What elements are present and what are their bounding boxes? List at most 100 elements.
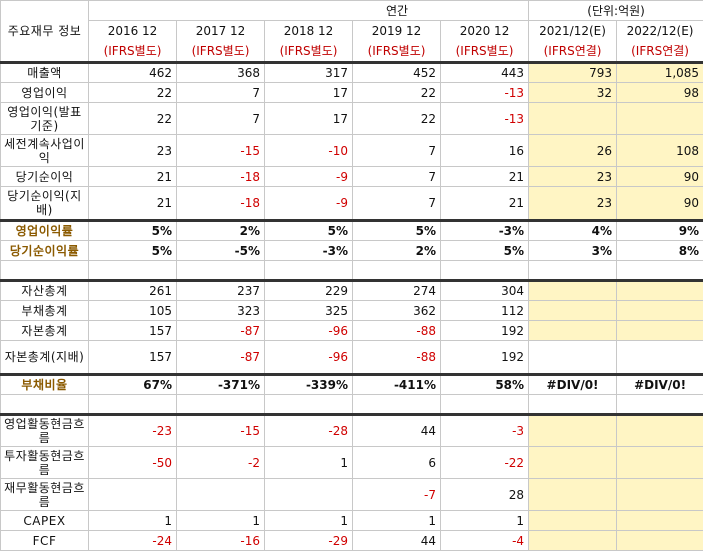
value-cell bbox=[528, 320, 618, 341]
value-cell: -23 bbox=[88, 414, 177, 447]
value-cell: 22 bbox=[88, 82, 177, 103]
row-label: 자본총계 bbox=[0, 320, 89, 341]
row-label: CAPEX bbox=[0, 510, 89, 531]
table-row: 영업활동현금흐름 -23 -15 -28 44 -3 bbox=[0, 414, 703, 447]
value-cell bbox=[528, 414, 618, 447]
value-cell: 17 bbox=[264, 82, 353, 103]
value-cell: 22 bbox=[352, 82, 441, 103]
value-cell: -9 bbox=[264, 166, 353, 187]
table-row: 자본총계(지배) 157 -87 -96 -88 192 bbox=[0, 340, 703, 376]
row-label: 영업활동현금흐름 bbox=[0, 414, 89, 447]
value-cell: 6 bbox=[352, 446, 441, 479]
value-cell: 7 bbox=[176, 82, 265, 103]
spacer-cell bbox=[439, 394, 530, 416]
table-row: 당기순이익률 5% -5% -3% 2% 5% 3% 8% bbox=[0, 240, 703, 261]
row-label: 자산총계 bbox=[0, 280, 89, 301]
value-cell: 368 bbox=[176, 62, 265, 83]
value-cell bbox=[528, 102, 618, 135]
table-row: 영업이익(발표기준) 22 7 17 22 -13 bbox=[0, 102, 703, 135]
spacer-cell bbox=[88, 260, 177, 282]
column-basis: (IFRS별도) bbox=[88, 41, 177, 64]
value-cell: 192 bbox=[439, 340, 530, 376]
value-cell: 16 bbox=[439, 134, 530, 167]
value-cell: 9% bbox=[616, 220, 703, 241]
value-cell: -7 bbox=[352, 478, 441, 511]
value-cell: -18 bbox=[176, 186, 265, 222]
spacer-cell bbox=[616, 394, 703, 416]
value-cell bbox=[264, 478, 353, 511]
table-row: 자본총계 157 -87 -96 -88 192 bbox=[0, 320, 703, 341]
value-cell: 793 bbox=[528, 62, 618, 83]
row-label: 자본총계(지배) bbox=[0, 340, 89, 376]
row-label: 영업이익 bbox=[0, 82, 89, 103]
value-cell bbox=[88, 478, 177, 511]
value-cell: 323 bbox=[176, 300, 265, 321]
table-row: 영업이익 22 7 17 22 -13 32 98 bbox=[0, 82, 703, 103]
column-year: 2017 12 bbox=[176, 20, 265, 41]
spacer-cell bbox=[264, 260, 353, 282]
value-cell: -13 bbox=[439, 102, 530, 135]
table-row: 투자활동현금흐름 -50 -2 1 6 -22 bbox=[0, 446, 703, 479]
value-cell: 1 bbox=[176, 510, 265, 531]
value-cell: 22 bbox=[352, 102, 441, 135]
value-cell: -13 bbox=[439, 82, 530, 103]
row-label: 세전계속사업이익 bbox=[0, 134, 89, 167]
value-cell: -15 bbox=[176, 414, 265, 447]
row-label: 당기순이익률 bbox=[0, 240, 89, 261]
value-cell bbox=[616, 478, 703, 511]
table-row: 매출액 462 368 317 452 443 793 1,085 bbox=[0, 62, 703, 83]
value-cell: -28 bbox=[264, 414, 353, 447]
spacer-row bbox=[0, 260, 703, 282]
table-row: 영업이익률 5% 2% 5% 5% -3% 4% 9% bbox=[0, 220, 703, 241]
value-cell: 274 bbox=[352, 280, 441, 301]
row-label: 영업이익(발표기준) bbox=[0, 102, 89, 135]
table-row: 자산총계 261 237 229 274 304 bbox=[0, 280, 703, 301]
value-cell: -29 bbox=[264, 530, 353, 551]
value-cell: 67% bbox=[88, 374, 177, 395]
row-label: 부채총계 bbox=[0, 300, 89, 321]
value-cell: -22 bbox=[439, 446, 530, 479]
value-cell: 192 bbox=[439, 320, 530, 341]
value-cell: #DIV/0! bbox=[528, 374, 618, 395]
value-cell: -15 bbox=[176, 134, 265, 167]
value-cell: -24 bbox=[88, 530, 177, 551]
column-basis: (IFRS연결) bbox=[528, 41, 618, 64]
value-cell bbox=[616, 300, 703, 321]
row-label: FCF bbox=[0, 530, 89, 551]
spacer-cell bbox=[352, 394, 441, 416]
value-cell: -16 bbox=[176, 530, 265, 551]
value-cell: 462 bbox=[88, 62, 177, 83]
value-cell: 21 bbox=[439, 166, 530, 187]
spacer-cell bbox=[0, 260, 89, 282]
table-row: 부채비율 67% -371% -339% -411% 58% #DIV/0! #DIV/0! bbox=[0, 374, 703, 395]
spacer-cell bbox=[352, 260, 441, 282]
value-cell: 21 bbox=[88, 186, 177, 222]
value-cell: 7 bbox=[352, 134, 441, 167]
value-cell: 23 bbox=[528, 166, 618, 187]
value-cell: 21 bbox=[439, 186, 530, 222]
value-cell: 90 bbox=[616, 186, 703, 222]
value-cell: 261 bbox=[88, 280, 177, 301]
value-cell: -87 bbox=[176, 340, 265, 376]
corner-label: 주요재무 정보 bbox=[0, 0, 89, 64]
value-cell bbox=[616, 446, 703, 479]
spacer-cell bbox=[176, 260, 265, 282]
value-cell: 44 bbox=[352, 414, 441, 447]
value-cell bbox=[616, 102, 703, 135]
row-label: 매출액 bbox=[0, 62, 89, 83]
value-cell: 7 bbox=[352, 166, 441, 187]
value-cell: -96 bbox=[264, 340, 353, 376]
value-cell: 108 bbox=[616, 134, 703, 167]
table-row: 당기순이익(지배) 21 -18 -9 7 21 23 90 bbox=[0, 186, 703, 222]
value-cell: 98 bbox=[616, 82, 703, 103]
value-cell: -411% bbox=[352, 374, 441, 395]
value-cell: 5% bbox=[264, 220, 353, 241]
table-row: 당기순이익 21 -18 -9 7 21 23 90 bbox=[0, 166, 703, 187]
value-cell: -50 bbox=[88, 446, 177, 479]
value-cell: -2 bbox=[176, 446, 265, 479]
row-label: 당기순이익 bbox=[0, 166, 89, 187]
value-cell: -9 bbox=[264, 186, 353, 222]
column-year: 2019 12 bbox=[352, 20, 441, 41]
value-cell bbox=[528, 478, 618, 511]
